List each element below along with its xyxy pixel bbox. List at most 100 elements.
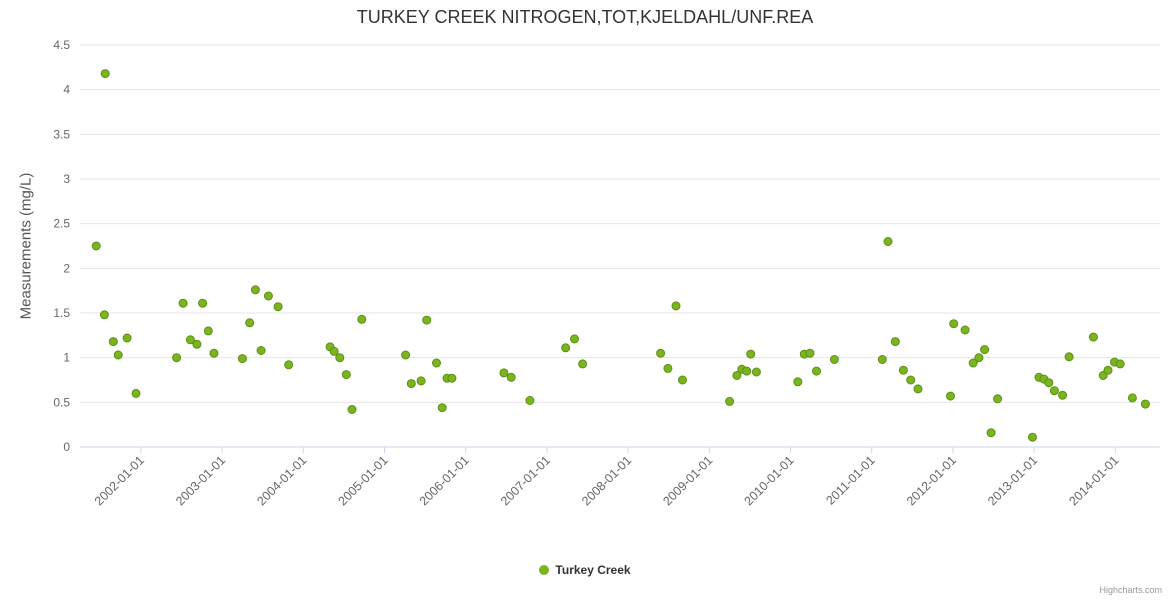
data-point[interactable] bbox=[570, 334, 579, 344]
data-point[interactable] bbox=[913, 384, 923, 394]
data-point[interactable] bbox=[746, 349, 756, 359]
data-point[interactable] bbox=[877, 355, 887, 364]
data-point[interactable] bbox=[898, 365, 908, 375]
data-point[interactable] bbox=[263, 291, 273, 301]
data-point[interactable] bbox=[742, 366, 752, 376]
y-axis-label: 1 bbox=[63, 351, 70, 365]
data-point[interactable] bbox=[506, 372, 516, 382]
data-point[interactable] bbox=[185, 335, 195, 345]
data-point[interactable] bbox=[732, 371, 742, 380]
data-point[interactable] bbox=[1049, 386, 1059, 396]
data-point[interactable] bbox=[131, 388, 141, 398]
data-point[interactable] bbox=[946, 391, 955, 401]
data-point[interactable] bbox=[357, 314, 367, 324]
y-axis-label: 0.5 bbox=[53, 395, 70, 409]
data-point[interactable] bbox=[671, 301, 681, 311]
data-point[interactable] bbox=[256, 346, 266, 355]
data-point[interactable] bbox=[805, 348, 815, 358]
data-point[interactable] bbox=[1088, 332, 1098, 342]
data-point[interactable] bbox=[432, 358, 441, 368]
data-point[interactable] bbox=[335, 353, 345, 363]
data-point[interactable] bbox=[203, 326, 213, 336]
data-point[interactable] bbox=[890, 337, 900, 347]
data-point[interactable] bbox=[906, 375, 916, 385]
data-point[interactable] bbox=[968, 358, 978, 368]
data-point[interactable] bbox=[284, 360, 294, 370]
data-point[interactable] bbox=[99, 310, 109, 320]
data-point[interactable] bbox=[1140, 399, 1150, 409]
x-axis-label: 2009-01-01 bbox=[660, 453, 715, 508]
data-point[interactable] bbox=[656, 348, 666, 358]
data-point[interactable] bbox=[198, 298, 208, 308]
data-point[interactable] bbox=[525, 396, 535, 405]
data-point[interactable] bbox=[91, 241, 101, 251]
data-point[interactable] bbox=[172, 353, 182, 363]
data-point[interactable] bbox=[793, 377, 803, 387]
x-axis-label: 2004-01-01 bbox=[254, 453, 309, 508]
data-point[interactable] bbox=[108, 337, 118, 347]
data-point[interactable] bbox=[678, 375, 687, 385]
data-point[interactable] bbox=[1028, 432, 1037, 442]
x-axis-label: 2002-01-01 bbox=[92, 453, 147, 508]
x-axis-label: 2012-01-01 bbox=[904, 453, 959, 508]
data-point[interactable] bbox=[273, 302, 283, 312]
data-point[interactable] bbox=[422, 315, 432, 325]
data-point[interactable] bbox=[401, 350, 411, 360]
data-point[interactable] bbox=[1103, 365, 1113, 375]
data-point[interactable] bbox=[829, 355, 839, 364]
legend-item-turkey-creek[interactable]: Turkey Creek bbox=[539, 563, 631, 577]
data-point[interactable] bbox=[663, 363, 673, 373]
data-point[interactable] bbox=[447, 373, 457, 383]
data-point[interactable] bbox=[1058, 390, 1068, 400]
x-axis-label: 2013-01-01 bbox=[985, 453, 1040, 508]
data-point[interactable] bbox=[245, 318, 255, 328]
credits-link[interactable]: Highcharts.com bbox=[1099, 585, 1162, 595]
x-axis-label: 2008-01-01 bbox=[579, 453, 634, 508]
x-axis-label: 2003-01-01 bbox=[173, 453, 228, 508]
data-point[interactable] bbox=[974, 353, 984, 363]
x-axis-label: 2007-01-01 bbox=[498, 453, 553, 508]
chart-title: TURKEY CREEK NITROGEN,TOT,KJELDAHL/UNF.R… bbox=[356, 7, 814, 27]
y-axis-label: 1.5 bbox=[53, 306, 70, 320]
data-point[interactable] bbox=[341, 370, 351, 380]
data-point[interactable] bbox=[122, 333, 132, 343]
legend-label: Turkey Creek bbox=[555, 563, 631, 577]
y-axis-label: 4.5 bbox=[53, 38, 70, 52]
data-point[interactable] bbox=[883, 237, 893, 246]
data-point[interactable] bbox=[980, 345, 990, 355]
data-point[interactable] bbox=[100, 69, 110, 79]
data-point[interactable] bbox=[986, 428, 996, 438]
data-point[interactable] bbox=[250, 285, 260, 295]
x-axis-label: 2014-01-01 bbox=[1066, 453, 1121, 508]
data-point[interactable] bbox=[751, 367, 761, 377]
data-point[interactable] bbox=[416, 376, 426, 386]
data-point[interactable] bbox=[1064, 352, 1074, 362]
data-point[interactable] bbox=[437, 403, 447, 413]
data-point[interactable] bbox=[1044, 378, 1054, 388]
data-point[interactable] bbox=[1115, 359, 1125, 369]
data-point[interactable] bbox=[949, 319, 959, 329]
data-point[interactable] bbox=[406, 379, 416, 389]
data-point[interactable] bbox=[578, 359, 588, 369]
y-axis-label: 2.5 bbox=[53, 217, 70, 231]
data-point[interactable] bbox=[209, 348, 219, 358]
data-point[interactable] bbox=[812, 366, 821, 376]
data-point[interactable] bbox=[113, 350, 123, 360]
y-axis-label: 3 bbox=[63, 172, 70, 186]
data-point[interactable] bbox=[178, 298, 188, 308]
data-point[interactable] bbox=[993, 394, 1003, 404]
data-point[interactable] bbox=[347, 405, 357, 414]
x-axis-label: 2005-01-01 bbox=[336, 453, 391, 508]
data-point[interactable] bbox=[192, 339, 202, 349]
data-point[interactable] bbox=[237, 354, 247, 364]
data-point[interactable] bbox=[499, 368, 509, 378]
data-point[interactable] bbox=[329, 346, 339, 356]
data-point[interactable] bbox=[1127, 393, 1137, 403]
data-point[interactable] bbox=[960, 325, 970, 335]
y-axis-label: 2 bbox=[63, 261, 70, 275]
data-point[interactable] bbox=[561, 343, 571, 353]
data-point[interactable] bbox=[725, 396, 735, 406]
y-axis-label: 3.5 bbox=[53, 127, 70, 141]
